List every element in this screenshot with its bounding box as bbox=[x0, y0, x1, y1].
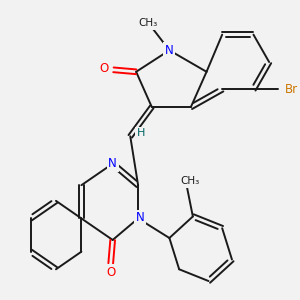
Text: Br: Br bbox=[285, 83, 298, 96]
Text: O: O bbox=[106, 266, 115, 278]
Text: N: N bbox=[136, 211, 144, 224]
Text: H: H bbox=[137, 128, 146, 138]
Text: CH₃: CH₃ bbox=[138, 18, 158, 28]
Text: N: N bbox=[108, 157, 117, 170]
Text: N: N bbox=[165, 44, 174, 57]
Text: O: O bbox=[99, 62, 109, 75]
Text: CH₃: CH₃ bbox=[181, 176, 200, 186]
